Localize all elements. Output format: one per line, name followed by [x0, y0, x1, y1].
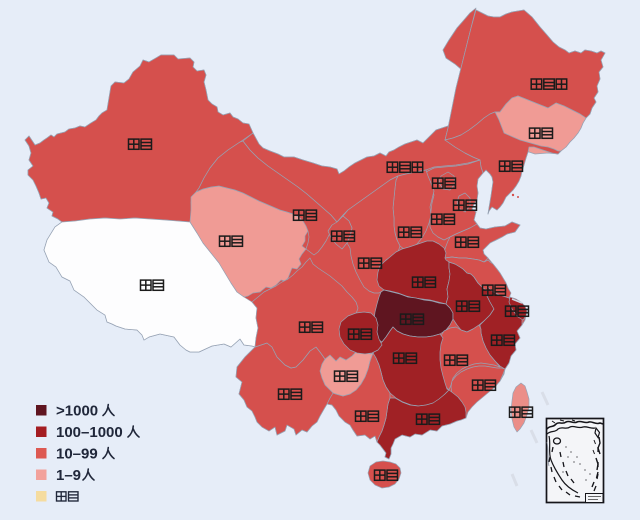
svg-text:10–99: 10–99	[56, 446, 98, 463]
svg-text:1–9: 1–9	[56, 467, 81, 484]
svg-text:>1000: >1000	[56, 403, 98, 420]
svg-text:100–1000: 100–1000	[56, 424, 123, 441]
